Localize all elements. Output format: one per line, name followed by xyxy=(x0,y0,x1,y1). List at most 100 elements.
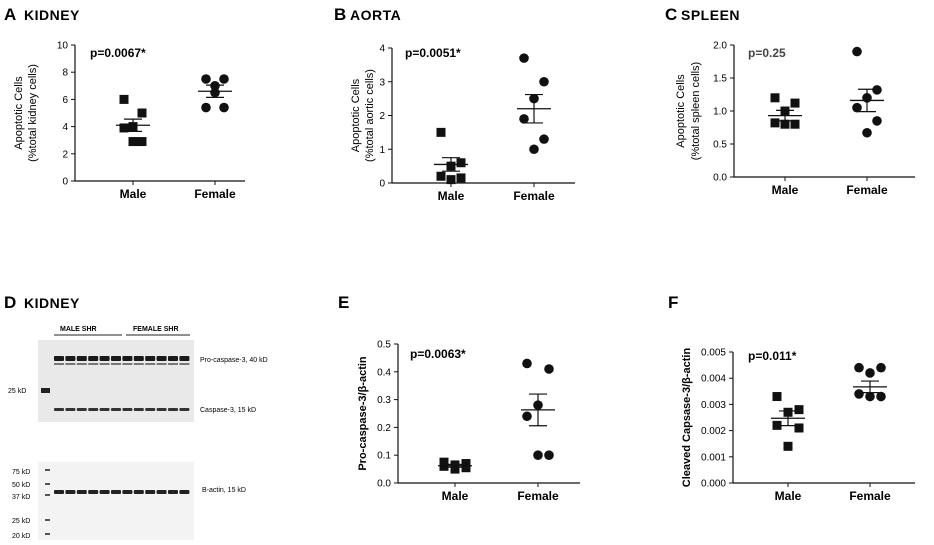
x-tick-label-b: Male xyxy=(438,189,465,203)
data-point-f-male xyxy=(794,423,804,433)
data-point-c-female xyxy=(852,46,862,57)
wb-band-procaspase-faint xyxy=(65,363,76,365)
wb-band-bactin xyxy=(65,490,76,494)
y-axis-label-b: Apoptotic Cells xyxy=(350,78,362,152)
wb-ladder-50: 50 kD xyxy=(12,482,30,489)
data-point-a-male xyxy=(119,123,129,133)
y-axis-label-2-a: (%total kidney cells) xyxy=(27,64,39,162)
data-point-b-male xyxy=(456,158,466,168)
panel-letter-e: E xyxy=(338,293,349,312)
y-tick-label-b: 1 xyxy=(379,145,385,156)
wb-band-procaspase xyxy=(122,356,133,361)
y-axis-label-c: Apoptotic Cells xyxy=(675,74,687,148)
wb-band-procaspase xyxy=(133,356,144,361)
p-value-e: p=0.0063* xyxy=(410,347,466,361)
y-tick-label-b: 2 xyxy=(379,111,385,122)
wb-band-caspase xyxy=(122,408,133,411)
y-tick-label-e: 0.1 xyxy=(377,451,391,462)
data-point-a-male xyxy=(137,108,147,118)
wb-band-procaspase xyxy=(88,356,99,361)
wb-band-procaspase-faint xyxy=(111,363,121,365)
wb-band-procaspase xyxy=(156,356,167,361)
data-point-a-female xyxy=(201,74,211,84)
wb-ladder-mark-50 xyxy=(45,483,50,485)
data-point-f-female xyxy=(854,362,864,373)
y-tick-label-c: 1.5 xyxy=(713,74,727,85)
x-tick-label-b: Female xyxy=(513,189,555,203)
panel-letter-a: A xyxy=(4,5,16,24)
wb-band-caspase xyxy=(145,408,156,411)
y-tick-label-c: 0.0 xyxy=(713,173,727,184)
wb-membrane-lower xyxy=(38,462,194,540)
wb-band-bactin xyxy=(88,490,99,494)
wb-band-bactin xyxy=(145,490,156,494)
wb-band-bactin xyxy=(54,490,64,494)
data-point-b-female xyxy=(529,144,539,155)
data-point-a-male xyxy=(137,137,147,147)
wb-group-female: FEMALE SHR xyxy=(133,326,179,333)
panel-title-c: SPLEEN xyxy=(681,7,740,23)
panel-d: D KIDNEY MALE SHR FEMALE SHR 25 kD Pro-c… xyxy=(4,293,268,540)
data-point-f-male xyxy=(783,441,793,451)
data-point-f-female xyxy=(865,391,875,402)
wb-ladder-37: 37 kD xyxy=(12,494,30,501)
wb-band-caspase xyxy=(76,408,87,411)
data-point-c-female xyxy=(862,127,872,138)
wb-band-caspase xyxy=(133,408,144,411)
y-tick-label-a: 10 xyxy=(57,41,69,52)
wb-band-procaspase-faint xyxy=(122,363,133,365)
y-tick-label-f: 0.005 xyxy=(701,348,726,359)
y-tick-label-b: 0 xyxy=(379,179,385,190)
data-point-f-female xyxy=(865,368,875,378)
panel-c: C SPLEEN 0.0 0.5 1.0 1.5 2.0 Male Female Apopto… xyxy=(665,5,915,197)
wb-label-caspase: Caspase-3, 15 kD xyxy=(200,407,256,414)
wb-band-procaspase-faint xyxy=(133,363,144,365)
panel-title-a: KIDNEY xyxy=(24,7,80,23)
y-tick-label-b: 4 xyxy=(379,44,385,55)
wb-ladder-mark-20 xyxy=(45,533,50,535)
panel-f: F 0.000 0.001 0.002 0.003 0.004 0.005 Male Fema… xyxy=(668,293,915,503)
wb-band-procaspase xyxy=(179,356,190,361)
y-axis-label-a: Apoptotic Cells xyxy=(13,76,25,150)
data-point-f-male xyxy=(794,405,804,415)
y-axis-label-2-b: (%total aortic cells) xyxy=(364,69,376,162)
wb-band-bactin xyxy=(76,490,87,494)
x-tick-label-c: Male xyxy=(772,183,799,197)
wb-band-caspase xyxy=(65,408,76,411)
wb-band-procaspase-faint xyxy=(168,363,178,365)
wb-band-bactin xyxy=(168,490,178,494)
wb-band-procaspase xyxy=(168,356,178,361)
wb-ladder-75: 75 kD xyxy=(12,469,30,476)
y-tick-label-c: 0.5 xyxy=(713,140,727,151)
wb-band-procaspase-faint xyxy=(54,363,64,365)
data-point-f-male xyxy=(772,420,782,430)
wb-ladder: 75 kD 50 kD 37 kD 25 kD 20 kD xyxy=(12,469,50,540)
wb-band-bactin xyxy=(122,490,133,494)
p-value-b: p=0.0051* xyxy=(405,46,461,60)
data-point-b-female xyxy=(539,134,549,144)
data-point-a-female xyxy=(219,102,229,113)
wb-band-procaspase xyxy=(99,356,110,361)
data-point-f-female xyxy=(876,362,886,373)
y-tick-label-f: 0.003 xyxy=(701,400,726,411)
data-point-b-female xyxy=(519,53,529,63)
p-value-f: p=0.011* xyxy=(748,349,797,363)
data-point-a-female xyxy=(219,74,229,84)
y-axis-label-e: Pro-caspase-3/β-actin xyxy=(357,356,369,471)
data-point-b-female xyxy=(519,114,529,124)
wb-band-procaspase-faint xyxy=(156,363,167,365)
panel-letter-b: B xyxy=(334,5,346,24)
data-point-c-male xyxy=(780,119,790,129)
wb-band-procaspase xyxy=(76,356,87,361)
data-point-e-male xyxy=(450,464,460,474)
panel-e: E 0.0 0.1 0.2 0.3 0.4 0.5 Male Female Pro-caspas… xyxy=(338,293,580,503)
panel-letter-f: F xyxy=(668,293,678,312)
wb-marker-band xyxy=(41,388,50,393)
wb-band-caspase xyxy=(99,408,110,411)
data-point-f-male xyxy=(772,392,782,402)
p-value-a: p=0.0067* xyxy=(90,46,146,60)
wb-label-procaspase: Pro-caspase-3, 40 kD xyxy=(200,357,268,364)
wb-band-caspase xyxy=(168,408,178,411)
wb-band-procaspase-faint xyxy=(76,363,87,365)
wb-band-procaspase xyxy=(111,356,121,361)
